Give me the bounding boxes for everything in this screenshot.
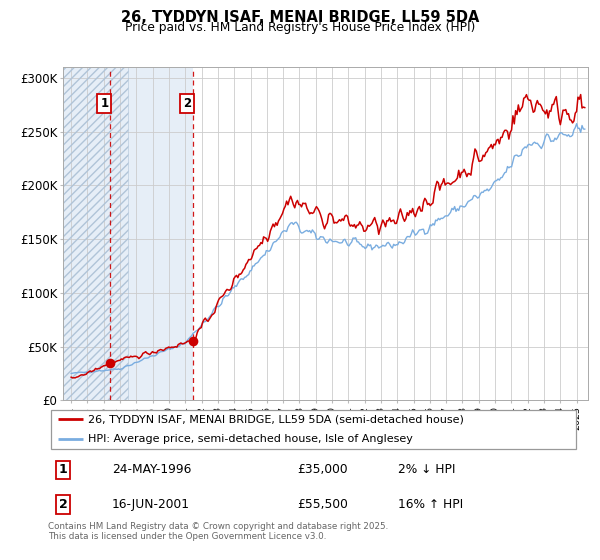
Text: £55,500: £55,500 [298,498,349,511]
Text: Contains HM Land Registry data © Crown copyright and database right 2025.
This d: Contains HM Land Registry data © Crown c… [48,522,388,542]
Bar [63,67,128,400]
Text: 16% ↑ HPI: 16% ↑ HPI [398,498,464,511]
Text: HPI: Average price, semi-detached house, Isle of Anglesey: HPI: Average price, semi-detached house,… [88,434,413,444]
Text: 16-JUN-2001: 16-JUN-2001 [112,498,190,511]
Text: 24-MAY-1996: 24-MAY-1996 [112,464,191,477]
Text: 2: 2 [59,498,67,511]
Text: 2: 2 [183,97,191,110]
Text: £35,000: £35,000 [298,464,348,477]
Text: 1: 1 [59,464,67,477]
Text: 26, TYDDYN ISAF, MENAI BRIDGE, LL59 5DA: 26, TYDDYN ISAF, MENAI BRIDGE, LL59 5DA [121,10,479,25]
Text: 26, TYDDYN ISAF, MENAI BRIDGE, LL59 5DA (semi-detached house): 26, TYDDYN ISAF, MENAI BRIDGE, LL59 5DA … [88,414,464,424]
Text: Price paid vs. HM Land Registry's House Price Index (HPI): Price paid vs. HM Land Registry's House … [125,21,475,34]
FancyBboxPatch shape [50,410,577,449]
Text: 1: 1 [100,97,109,110]
Bar [63,67,193,400]
Text: 2% ↓ HPI: 2% ↓ HPI [398,464,456,477]
